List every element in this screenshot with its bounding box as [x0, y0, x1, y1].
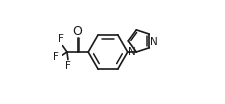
- Text: N: N: [150, 37, 158, 47]
- Text: N: N: [128, 47, 136, 57]
- Text: O: O: [73, 25, 83, 38]
- Text: F: F: [54, 52, 59, 62]
- Text: F: F: [65, 61, 71, 71]
- Text: F: F: [58, 34, 64, 44]
